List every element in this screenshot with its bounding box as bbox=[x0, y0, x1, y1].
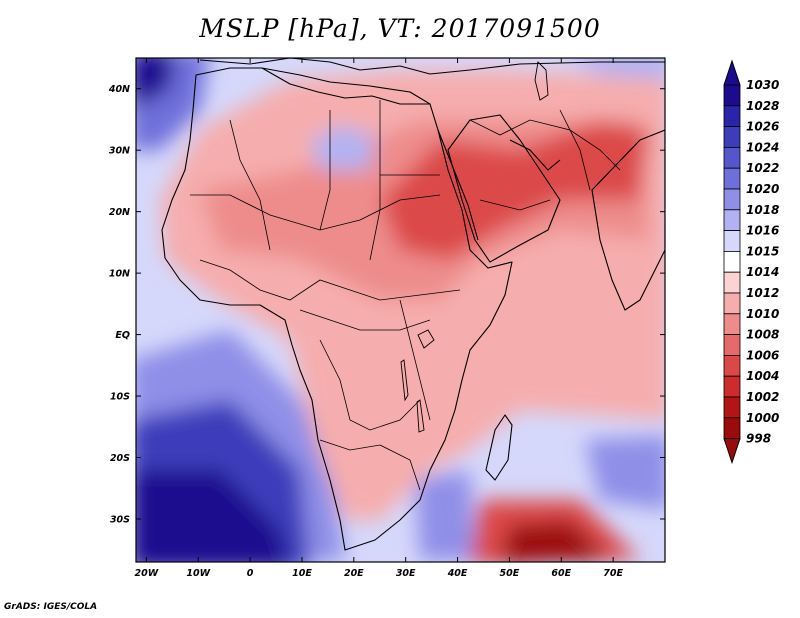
map-frame bbox=[135, 57, 666, 563]
latitude-axis: 40N 30N 20N 10N EQ 10S 20S 30S bbox=[108, 84, 665, 525]
colorbar-bottom-arrow bbox=[723, 438, 741, 465]
lat-tick-label: EQ bbox=[115, 330, 130, 341]
border-sahara-4 bbox=[369, 100, 381, 261]
border-sahara-2 bbox=[229, 119, 271, 251]
colorbar-swatch bbox=[723, 250, 741, 273]
colorbar-swatch bbox=[723, 167, 741, 190]
east-indian-high bbox=[585, 435, 665, 510]
lat-tick-label: 40N bbox=[108, 84, 130, 95]
lon-tick-label: 30E bbox=[396, 568, 416, 579]
colorbar-swatch bbox=[723, 105, 741, 128]
colorbar-swatch bbox=[723, 230, 741, 252]
longitude-axis: 20W 10W 0 10E 20E 30E 40E 50E 60E 70E bbox=[135, 58, 623, 579]
lon-tick-label: 50E bbox=[500, 568, 520, 579]
lat-tick-label: 10N bbox=[109, 269, 130, 280]
colorbar-label: 998 bbox=[746, 432, 771, 446]
colorbar-label: 1008 bbox=[746, 328, 779, 342]
atlantic-high-south-max bbox=[136, 470, 288, 562]
colorbar-swatch bbox=[723, 313, 741, 335]
border-iran bbox=[559, 109, 591, 191]
colorbar-swatch bbox=[723, 126, 741, 148]
lake-tanganyika bbox=[400, 359, 409, 402]
colorbar-label: 1018 bbox=[746, 203, 779, 217]
colorbar-swatch bbox=[723, 417, 741, 439]
lon-tick-label: 60E bbox=[551, 568, 571, 579]
pressure-field bbox=[136, 58, 665, 562]
border-central-africa bbox=[299, 309, 431, 331]
colorbar-label: 1028 bbox=[746, 99, 779, 113]
border-sahara-3 bbox=[319, 110, 331, 231]
lon-tick-label: 20E bbox=[344, 568, 364, 579]
coastlines bbox=[161, 58, 665, 551]
colorbar-label: 1020 bbox=[746, 182, 779, 196]
north-east-high bbox=[572, 58, 665, 85]
colorbar-label: 1022 bbox=[746, 161, 779, 175]
colorbar-swatch bbox=[723, 209, 741, 232]
mediterranean-coast bbox=[261, 67, 431, 105]
lat-tick-label: 20S bbox=[110, 453, 130, 464]
southern-low-core bbox=[500, 520, 610, 562]
africa-coastline bbox=[161, 67, 513, 551]
atlantic-high-north-core bbox=[136, 58, 174, 107]
lat-tick-label: 10S bbox=[110, 392, 130, 403]
persian-gulf-coast bbox=[509, 139, 561, 171]
colorbar-label: 1006 bbox=[746, 348, 779, 362]
map-panel bbox=[136, 58, 665, 562]
border-arabia bbox=[479, 199, 551, 211]
arabian-peninsula-coastline bbox=[447, 114, 561, 263]
colorbar-swatch bbox=[723, 334, 741, 356]
border-middle-east bbox=[469, 119, 621, 171]
colorbar-swatch bbox=[723, 271, 741, 294]
colorbar-swatch bbox=[723, 354, 741, 377]
lat-tick-label: 30S bbox=[110, 514, 130, 525]
colorbar: 1030 1028 1026 1024 1022 1020 1018 1016 1015 1014… bbox=[723, 59, 779, 465]
madagascar-coastline bbox=[485, 414, 513, 481]
colorbar-top-arrow bbox=[723, 59, 741, 86]
colorbar-swatch bbox=[723, 292, 741, 315]
lon-tick-label: 20W bbox=[135, 568, 159, 579]
lon-tick-label: 70E bbox=[603, 568, 623, 579]
colorbar-swatch bbox=[723, 84, 741, 107]
lon-tick-label: 0 bbox=[247, 568, 254, 579]
colorbar-label: 1016 bbox=[746, 224, 779, 238]
lakes bbox=[400, 61, 549, 433]
lake-victoria bbox=[417, 329, 435, 349]
colorbar-label: 1010 bbox=[746, 307, 779, 321]
colorbar-swatch bbox=[723, 375, 741, 398]
red-sea-coast bbox=[437, 129, 479, 241]
colorbar-label: 1012 bbox=[746, 286, 779, 300]
plot-title: MSLP [hPa], VT: 2017091500 bbox=[199, 14, 601, 43]
colorbar-label: 1030 bbox=[746, 78, 779, 92]
colorbar-swatch bbox=[723, 396, 741, 419]
lat-tick-label: 30N bbox=[109, 146, 130, 157]
colorbar-swatch bbox=[723, 188, 741, 211]
colorbar-label: 1024 bbox=[746, 140, 779, 154]
country-borders bbox=[190, 100, 621, 491]
border-congo bbox=[319, 339, 421, 431]
border-southern-africa bbox=[319, 439, 421, 491]
colorbar-label: 1002 bbox=[746, 390, 779, 404]
caspian-sea bbox=[534, 61, 549, 101]
border-west-africa bbox=[199, 259, 461, 301]
colorbar-label: 1026 bbox=[746, 120, 779, 134]
colorbar-label: 1014 bbox=[746, 265, 779, 279]
grads-credit: GrADS: IGES/COLA bbox=[4, 602, 98, 612]
colorbar-swatch bbox=[723, 146, 741, 169]
lake-malawi bbox=[416, 399, 425, 433]
lat-tick-label: 20N bbox=[109, 207, 130, 218]
europe-coastline bbox=[199, 58, 665, 75]
india-coastline bbox=[591, 129, 665, 311]
lon-tick-label: 10W bbox=[186, 568, 210, 579]
colorbar-label: 1000 bbox=[746, 411, 779, 425]
lon-tick-label: 10E bbox=[292, 568, 312, 579]
lon-tick-label: 40E bbox=[447, 568, 468, 579]
colorbar-label: 1004 bbox=[746, 369, 779, 383]
border-east-africa bbox=[399, 299, 431, 421]
colorbar-label: 1015 bbox=[746, 244, 779, 258]
mascarene-high bbox=[415, 470, 475, 560]
sahara-high-cell bbox=[310, 125, 375, 170]
